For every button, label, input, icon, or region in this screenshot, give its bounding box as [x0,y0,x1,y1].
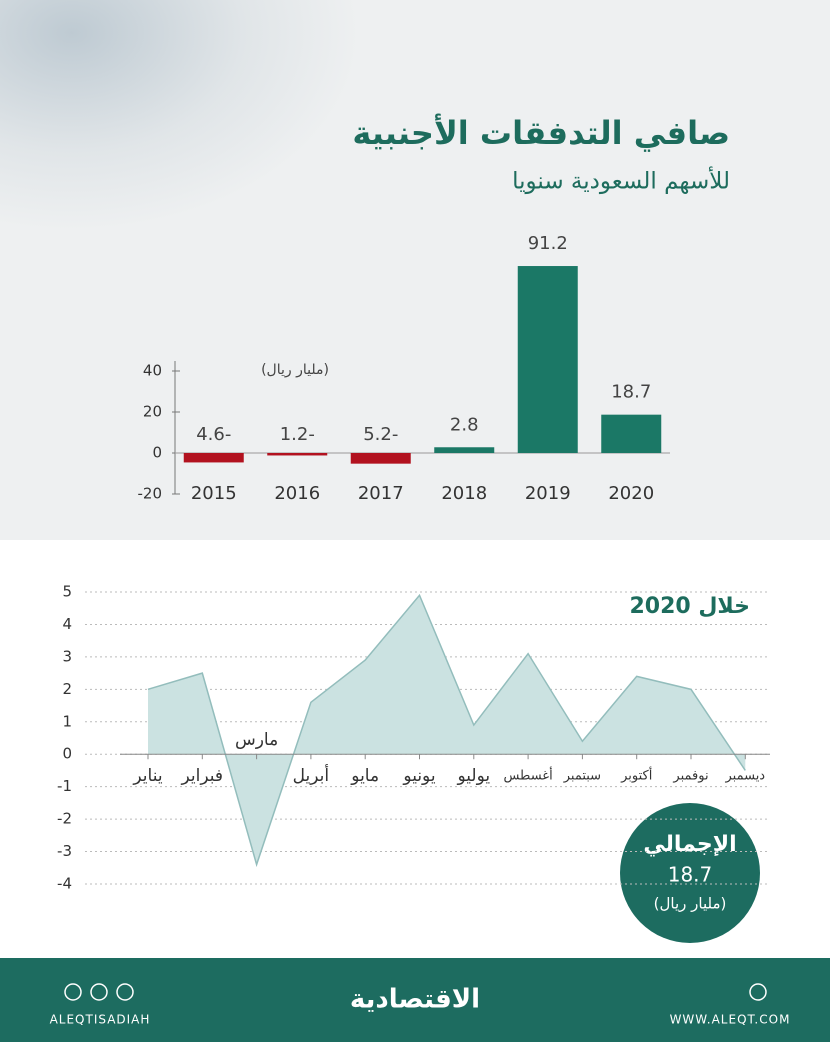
value-label: 18.7 [611,382,651,403]
value-label: 2.8 [450,414,479,435]
social-icons [64,983,767,1001]
footer [0,958,830,1042]
x-tick-label: يناير [132,766,162,786]
bar [267,453,328,456]
y-tick-label: 0 [152,444,162,462]
total-circle [620,803,760,943]
value-label: 1.2- [280,424,315,445]
y-tick-label: 40 [143,362,162,380]
x-tick-label: يونيو [402,766,435,786]
area [148,595,746,865]
total-unit: (مليار ريال) [654,895,727,913]
x-tick-label: أغسطس [503,767,552,784]
bar [434,447,495,453]
y-tick-label: -3 [57,842,72,860]
value-label: 91.2 [528,233,568,254]
x-tick-label: أكتوبر [620,767,652,784]
x-tick-label: 2017 [358,483,404,504]
x-tick-label: 2020 [608,483,654,504]
x-tick-label: يوليو [456,766,490,786]
y-tick-label: 5 [62,583,72,601]
line [147,593,746,868]
header-image [0,0,480,330]
unit-label: (مليار ريال) [261,362,329,378]
chart-title: صافي التدفقات الأجنبية [352,113,730,152]
x-tick-label: 2015 [191,483,237,504]
y-tick-label: 4 [62,615,72,633]
x-tick-label: نوفمبر [672,769,708,784]
footer-website: WWW.ALEQT.COM [670,1013,791,1027]
x-tick-label: 2018 [441,483,487,504]
total-value: 18.7 [668,863,713,887]
value-label: 4.6- [196,424,231,445]
bar [350,453,411,464]
value-label: 5.2- [363,424,398,445]
bar [517,266,578,453]
chart-title: خلال 2020 [629,594,750,619]
y-tick-label: 2 [62,680,72,698]
y-tick-label: -1 [57,777,72,795]
total-label: الإجمالي [643,832,736,857]
x-tick-label: مارس [235,730,278,750]
bar [183,453,244,463]
bar [601,414,662,453]
footer-handle: ALEQTISADIAH [50,1013,151,1027]
y-tick-label: -2 [57,810,72,828]
y-tick-label: 0 [62,745,72,763]
x-tick-label: ديسمبر [724,769,765,784]
x-tick-label: 2019 [525,483,571,504]
y-tick-label: 3 [62,647,72,665]
x-tick-label: 2016 [274,483,320,504]
y-tick-label: -4 [57,875,72,893]
x-tick-label: مايو [350,766,379,786]
x-tick-label: سبتمبر [563,769,601,784]
y-tick-label: -20 [138,485,163,503]
y-tick-label: 20 [143,403,162,421]
x-tick-label: فبراير [181,766,223,786]
y-tick-label: 1 [62,712,72,730]
logo: الاقتصادية [350,985,480,1015]
x-tick-label: أبريل [293,764,329,786]
chart-subtitle: للأسهم السعودية سنويا [512,167,730,195]
